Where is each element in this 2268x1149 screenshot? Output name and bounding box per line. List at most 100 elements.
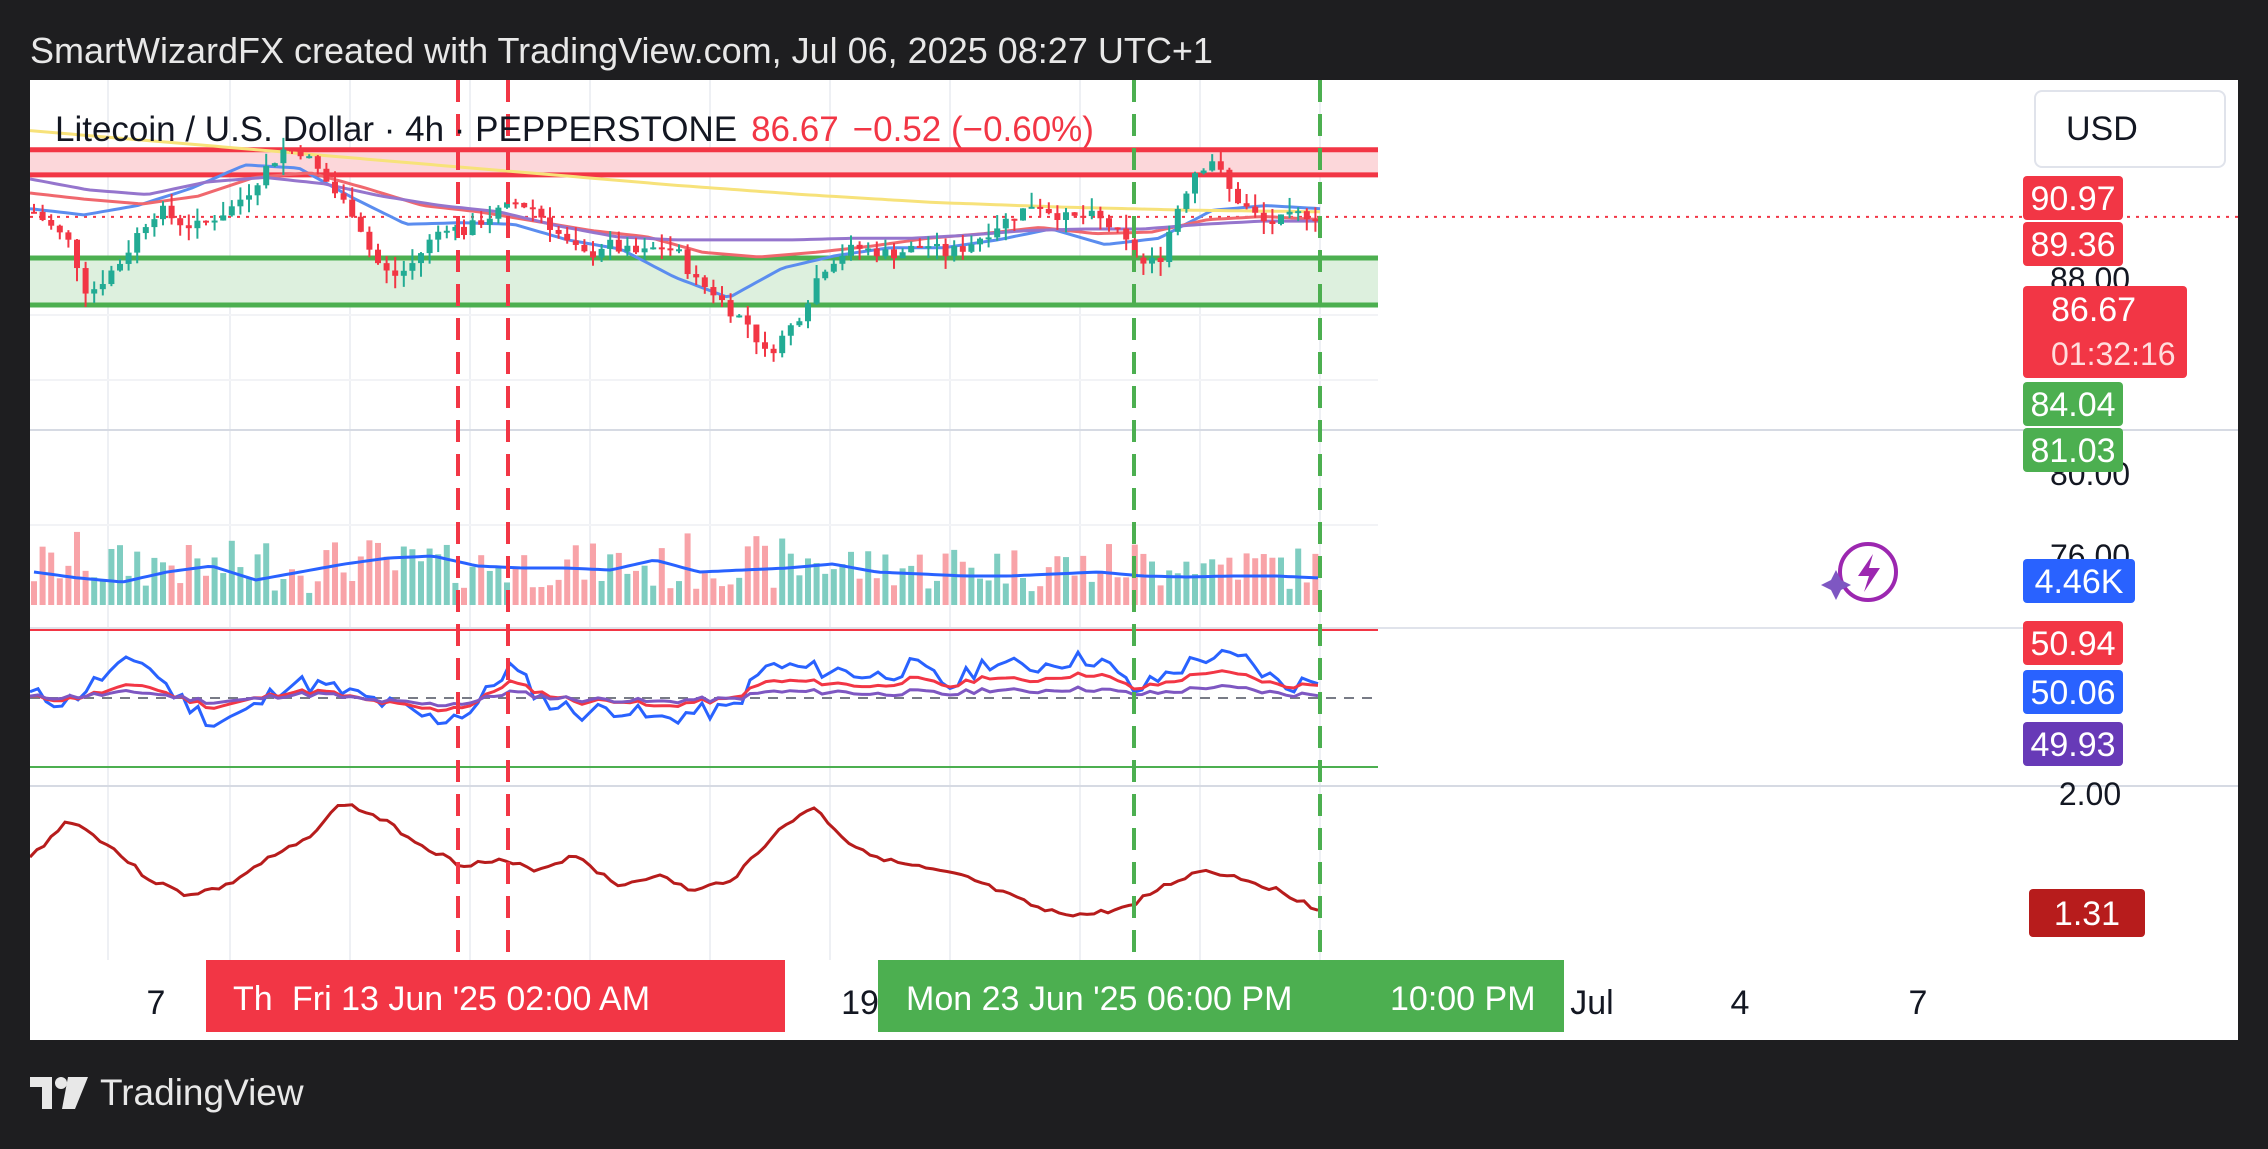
volume-bar — [633, 570, 639, 605]
candle-body — [830, 263, 837, 272]
volume-bar — [392, 570, 399, 605]
volume-bar — [1149, 561, 1155, 605]
volume-bar — [865, 551, 872, 605]
candle-body — [185, 225, 192, 229]
candle-body — [289, 149, 295, 152]
oscillator-pane — [30, 803, 1319, 918]
volume-bar — [1183, 561, 1190, 605]
tag-osc-bg — [2029, 889, 2145, 937]
time-axis: 7 19 Jul 4 7 Th Fri 13 Jun '25 02:00 AM Mon 23 … — [147, 960, 1927, 1032]
tag-volume-bg — [2023, 559, 2135, 603]
currency-selector[interactable]: USD — [2034, 90, 2226, 168]
candle-body — [220, 215, 227, 221]
volume-bar — [1217, 564, 1224, 605]
candle-body — [1260, 212, 1267, 222]
volume-bar — [1166, 570, 1173, 605]
candle-body — [899, 252, 906, 259]
candle-body — [959, 246, 966, 252]
candle-body — [1037, 206, 1044, 209]
candle-body — [684, 249, 691, 275]
volume-bar — [547, 585, 553, 605]
candle-body — [435, 231, 442, 240]
volume-bar — [56, 578, 63, 605]
time-tick-7: 7 — [147, 984, 166, 1022]
candle-body — [366, 231, 373, 250]
candle-body — [375, 249, 381, 264]
candle-body — [633, 245, 639, 253]
sparkle-icon — [1821, 570, 1851, 600]
volume-bar — [289, 569, 295, 605]
candle-body — [977, 238, 983, 245]
candle-body — [486, 218, 493, 225]
volume-bar — [1106, 544, 1112, 605]
candle-body — [418, 253, 424, 264]
candle-body — [1243, 203, 1250, 207]
ma-line-red — [30, 171, 1321, 259]
volume-bar — [65, 565, 72, 605]
chart-canvas[interactable]: 88.0080.0076.002.0090.9789.3686.6701:32:… — [30, 80, 2238, 1040]
volume-bar — [263, 543, 270, 605]
rsi-pane — [30, 429, 2238, 787]
candle-body — [1269, 221, 1276, 224]
candle-body — [495, 207, 502, 219]
tag-osc: 1.31 — [2054, 895, 2120, 933]
tag-resistance-bottom: 89.36 — [2030, 226, 2115, 264]
candle-body — [297, 150, 304, 157]
candle-body — [271, 163, 278, 167]
chart-caption: SmartWizardFX created with TradingView.c… — [30, 30, 1213, 71]
volume-bar — [1045, 567, 1052, 605]
oscillator-line — [30, 803, 1319, 918]
candle-body — [340, 193, 347, 200]
volume-bar — [787, 553, 794, 605]
candle-body — [1131, 239, 1138, 258]
rsi-line-blue — [30, 648, 1319, 728]
candle-body — [1071, 212, 1078, 216]
time-tick-19: 19 — [841, 984, 879, 1022]
volume-bar — [658, 548, 665, 605]
volume-bar — [357, 556, 364, 605]
volume-bar — [1286, 588, 1293, 605]
volume-bar — [177, 583, 184, 605]
volume-bar — [486, 570, 493, 605]
time-label-green-extra: 10:00 PM — [1390, 980, 1536, 1018]
volume-bar — [942, 553, 949, 605]
volume-bar — [994, 553, 1001, 605]
candle-body — [796, 321, 803, 326]
candle-body — [168, 205, 175, 219]
candle-body — [1149, 257, 1155, 264]
candle-body — [822, 271, 829, 279]
time-label-red: Fri 13 Jun '25 02:00 AM — [292, 980, 650, 1018]
chart-frame[interactable]: 88.00 80.00 76.00 2.00 90.97 89.36 86.67 01:32:… — [30, 80, 2238, 1040]
tradingview-logo-icon — [30, 1077, 88, 1109]
volume-bar — [185, 545, 192, 605]
volume-bar — [744, 546, 751, 605]
candle-body — [581, 244, 588, 252]
candle-body — [151, 219, 158, 228]
candles — [31, 137, 1319, 362]
volume-bar — [1226, 557, 1233, 605]
tag-resistance-top-bg — [2023, 176, 2123, 220]
assistant[interactable] — [1821, 542, 1898, 602]
candle-body — [211, 220, 218, 223]
candle-body — [1174, 208, 1181, 232]
volume-bar — [194, 558, 201, 605]
volume-bar — [469, 566, 476, 605]
candle-body — [1054, 213, 1061, 220]
candle-body — [1295, 211, 1302, 214]
candle-body — [1002, 218, 1009, 229]
candle-body — [134, 233, 141, 253]
candle-body — [839, 255, 846, 264]
candle-body — [925, 246, 932, 249]
tag-rsi-upper-bg — [2023, 621, 2123, 665]
volume-bar — [366, 540, 373, 605]
volume-bar — [375, 542, 381, 605]
candle-body — [1088, 210, 1095, 217]
candle-body — [74, 239, 80, 269]
candle-body — [280, 149, 287, 164]
volume-bar — [314, 581, 321, 605]
volume-bar — [297, 575, 304, 605]
brand-footer: TradingView — [30, 1068, 304, 1118]
volume-bar — [1037, 586, 1044, 605]
resistance-zone — [30, 149, 1378, 175]
volume-bar — [959, 561, 966, 605]
